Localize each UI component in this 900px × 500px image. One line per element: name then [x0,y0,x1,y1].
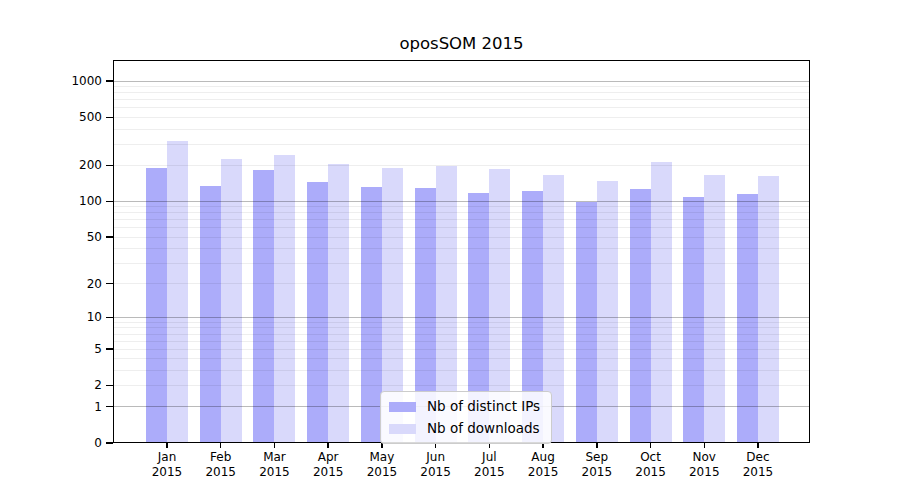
y-tick [106,406,113,408]
y-tick [106,348,113,350]
x-tick [274,443,276,448]
y-axis-tick-label: 200 [79,157,102,173]
x-tick [220,443,222,448]
y-tick [106,117,113,119]
y-tick [106,165,113,167]
y-axis-tick-label: 100 [79,193,102,209]
legend-swatch-downloads [389,424,416,434]
y-axis-tick-label: 50 [87,229,102,245]
legend-swatch-distinct-ips [389,402,416,412]
y-tick [106,317,113,319]
y-tick [106,80,113,82]
y-tick [106,236,113,238]
x-tick [166,443,168,448]
chart-title: oposSOM 2015 [113,35,810,53]
figure: oposSOM 2015 01251020501002005001000 Jan… [0,0,900,500]
y-axis-tick-label: 10 [87,309,102,325]
y-axis-tick-label: 5 [94,341,102,357]
x-tick [704,443,706,448]
x-tick [596,443,598,448]
x-tick [327,443,329,448]
x-tick [650,443,652,448]
axes-frame [113,60,810,443]
legend-label-distinct-ips: Nb of distinct IPs [427,398,540,415]
y-axis-tick-label: 1 [94,399,102,415]
y-axis-tick-label: 500 [79,109,102,125]
legend-row-downloads: Nb of downloads [389,420,540,437]
legend-row-distinct-ips: Nb of distinct IPs [389,398,540,415]
x-tick [757,443,759,448]
y-tick [106,201,113,203]
y-axis-tick-label: 1000 [71,73,102,89]
y-axis-tick-label: 2 [94,377,102,393]
y-axis-tick-label: 0 [94,435,102,451]
y-tick [106,442,113,444]
y-tick [106,385,113,387]
y-tick [106,283,113,285]
x-axis-tick-label-dec: Dec2015 [726,450,790,480]
plot-area: 01251020501002005001000 Jan2015Feb2015Ma… [113,60,810,443]
legend: Nb of distinct IPs Nb of downloads [380,391,552,444]
y-axis-tick-label: 20 [87,276,102,292]
legend-label-downloads: Nb of downloads [427,420,540,437]
